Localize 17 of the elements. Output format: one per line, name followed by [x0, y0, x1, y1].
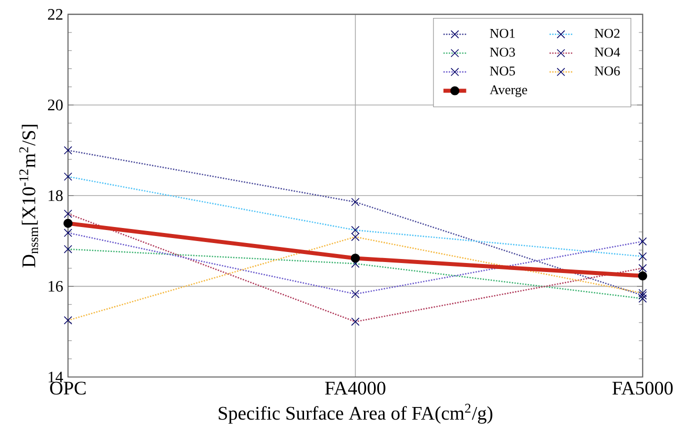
legend-label: Averge: [490, 85, 528, 98]
x-tick-label: FA4000: [325, 382, 386, 395]
y-axis-title: D$_{nssm}$[X10$^{-12}$m$^{2}$/S]: [19, 124, 38, 268]
legend-label: NO5: [490, 66, 515, 76]
legend-label: NO2: [594, 28, 620, 38]
x-tick-label: OPC: [50, 382, 86, 395]
y-tick-label: 22: [48, 9, 62, 20]
legend-label: NO3: [490, 48, 515, 57]
legend-label: NO6: [594, 66, 620, 76]
legend-label: NO1: [490, 28, 515, 38]
y-tick-label: 20: [48, 100, 63, 110]
x-axis-title: Specific Surface Area of FA(cm$^{2}$/g): [218, 404, 492, 424]
y-tick-label: 14: [48, 372, 64, 382]
legend-label: NO4: [594, 48, 620, 57]
y-tick-label: 16: [48, 280, 63, 292]
y-tick-label: 18: [48, 190, 63, 202]
x-tick-label: FA5000: [612, 382, 673, 395]
